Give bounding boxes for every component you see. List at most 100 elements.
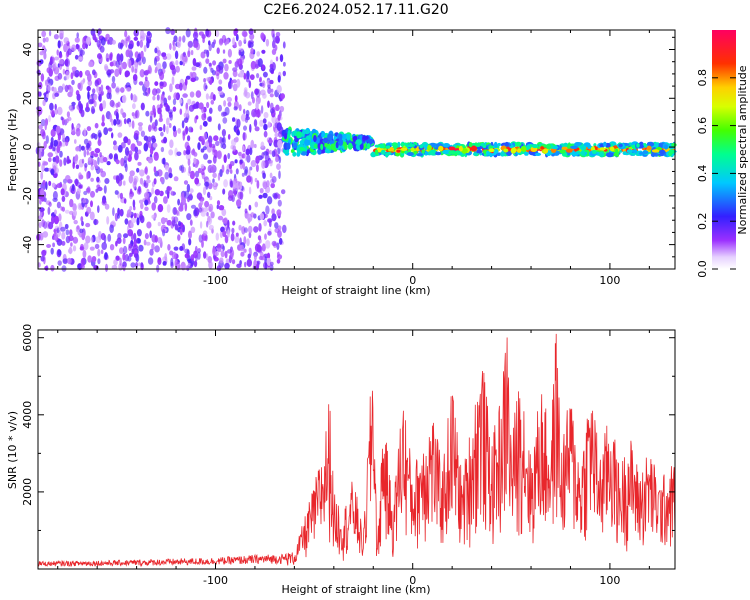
spectrogram-noise-blob — [282, 41, 286, 49]
spectrogram-noise-blob — [57, 260, 62, 266]
spectrogram-noise-blob — [247, 101, 252, 106]
spectrogram-noise-blob — [97, 129, 102, 139]
spectrogram-noise-blob — [198, 234, 203, 243]
spectrogram-noise-blob — [125, 36, 130, 42]
y-tick-label: -40 — [21, 236, 34, 254]
spectrogram-signal-blob — [605, 152, 614, 158]
spectrogram-noise-blob — [219, 257, 224, 264]
spectrogram-noise-blob — [59, 159, 63, 167]
spectrogram-noise-blob — [117, 42, 122, 49]
spectrogram-noise-blob — [151, 187, 155, 195]
spectrogram-noise-blob — [63, 37, 70, 44]
spectrogram-noise-blob — [248, 231, 252, 239]
spectrogram-noise-blob — [49, 56, 53, 66]
spectrogram-signal-blob — [346, 133, 351, 141]
spectrogram-noise-blob — [88, 99, 94, 105]
spectrogram-noise-blob — [236, 263, 242, 268]
spectrogram-noise-blob — [274, 132, 279, 138]
spectrogram-noise-blob — [198, 102, 204, 110]
spectrogram-noise-blob — [234, 95, 238, 102]
spectrogram-noise-blob — [119, 257, 122, 266]
spectrogram-noise-blob — [276, 163, 281, 170]
spectrogram-noise-blob — [213, 39, 217, 45]
spectrogram-noise-blob — [123, 233, 129, 239]
spectrogram-noise-blob — [144, 199, 149, 206]
spectrogram-noise-blob — [39, 198, 42, 205]
spectrogram-noise-blob — [222, 188, 226, 195]
spectrogram-noise-blob — [45, 135, 49, 144]
spectrogram-noise-blob — [145, 139, 149, 148]
spectrogram-noise-blob — [251, 109, 257, 118]
spectrogram-noise-blob — [109, 224, 114, 233]
spectrogram-noise-blob — [238, 224, 242, 231]
spectrogram-noise-blob — [189, 170, 195, 180]
spectrogram-noise-blob — [258, 194, 263, 199]
spectrogram-noise-blob — [97, 139, 102, 147]
spectrogram-noise-blob — [173, 176, 179, 182]
spectrogram-signal-blob — [622, 151, 627, 156]
spectrogram-noise-blob — [47, 206, 51, 215]
spectrogram-noise-blob — [182, 93, 188, 98]
spectrogram-noise-blob — [87, 71, 90, 78]
spectrogram-noise-blob — [46, 67, 52, 74]
spectrogram-noise-blob — [208, 40, 211, 46]
spectrogram-noise-blob — [156, 94, 160, 101]
spectrogram-noise-blob — [87, 255, 92, 263]
spectrogram-noise-blob — [233, 187, 237, 196]
spectrogram-noise-blob — [100, 84, 104, 92]
spectrogram-noise-blob — [88, 61, 94, 68]
spectrogram-noise-blob — [248, 41, 254, 48]
spectrogram-noise-blob — [109, 113, 113, 123]
spectrogram-noise-blob — [224, 262, 230, 270]
spectrogram-noise-blob — [243, 248, 247, 253]
spectrogram-noise-blob — [50, 109, 55, 116]
spectrogram-signal-blob — [458, 145, 463, 152]
spectrogram-noise-blob — [93, 93, 98, 101]
spectrogram-noise-blob — [168, 149, 174, 156]
spectrogram-signal-blob — [338, 139, 344, 146]
spectrogram-noise-blob — [42, 231, 49, 238]
spectrogram-noise-blob — [106, 57, 110, 62]
spectrogram-noise-blob — [232, 83, 238, 92]
spectrogram-noise-blob — [98, 95, 101, 101]
spectrogram-noise-blob — [245, 148, 250, 156]
spectrogram-noise-blob — [280, 93, 285, 100]
spectrogram-noise-blob — [111, 39, 116, 45]
spectrogram-noise-blob — [176, 210, 179, 216]
spectrogram-signal-blob — [292, 142, 298, 149]
spectrogram-noise-blob — [227, 134, 231, 140]
spectrogram-noise-blob — [72, 203, 77, 212]
spectrogram-noise-blob — [142, 91, 148, 96]
spectrogram-noise-blob — [176, 151, 182, 157]
spectrogram-signal-blob — [658, 149, 666, 155]
spectrogram-noise-blob — [152, 108, 157, 114]
spectrogram-noise-blob — [124, 254, 130, 262]
spectrogram-noise-blob — [207, 116, 212, 122]
spectrogram-noise-blob — [263, 220, 268, 227]
spectrogram-noise-blob — [58, 52, 63, 59]
spectrogram-noise-blob — [40, 119, 46, 127]
spectrogram-noise-blob — [278, 170, 281, 179]
spectrogram-signal-blob — [516, 148, 522, 153]
spectrogram-noise-blob — [227, 219, 230, 228]
spectrogram-noise-blob — [206, 211, 209, 217]
spectrogram-noise-blob — [227, 152, 231, 160]
spectrogram-noise-blob — [153, 178, 157, 185]
spectrogram-noise-blob — [276, 242, 280, 250]
spectrogram-signal-blob — [618, 143, 623, 148]
spectrogram-noise-blob — [277, 114, 281, 121]
x-tick-label: 0 — [409, 274, 416, 287]
spectrogram-noise-blob — [265, 240, 271, 249]
spectrogram-noise-blob — [117, 132, 123, 138]
spectrogram-noise-blob — [130, 93, 133, 101]
spectrogram-noise-blob — [114, 212, 118, 222]
spectrogram-signal-blob — [540, 146, 544, 150]
spectrogram-noise-blob — [138, 81, 144, 86]
y-tick-label: -20 — [21, 187, 34, 205]
spectrogram-noise-blob — [175, 83, 181, 90]
spectrogram-noise-blob — [68, 246, 73, 255]
spectrogram-noise-blob — [242, 132, 246, 141]
spectrogram-noise-blob — [232, 67, 238, 72]
spectrogram-noise-blob — [84, 163, 88, 168]
spectrogram-signal-blob — [609, 146, 615, 152]
